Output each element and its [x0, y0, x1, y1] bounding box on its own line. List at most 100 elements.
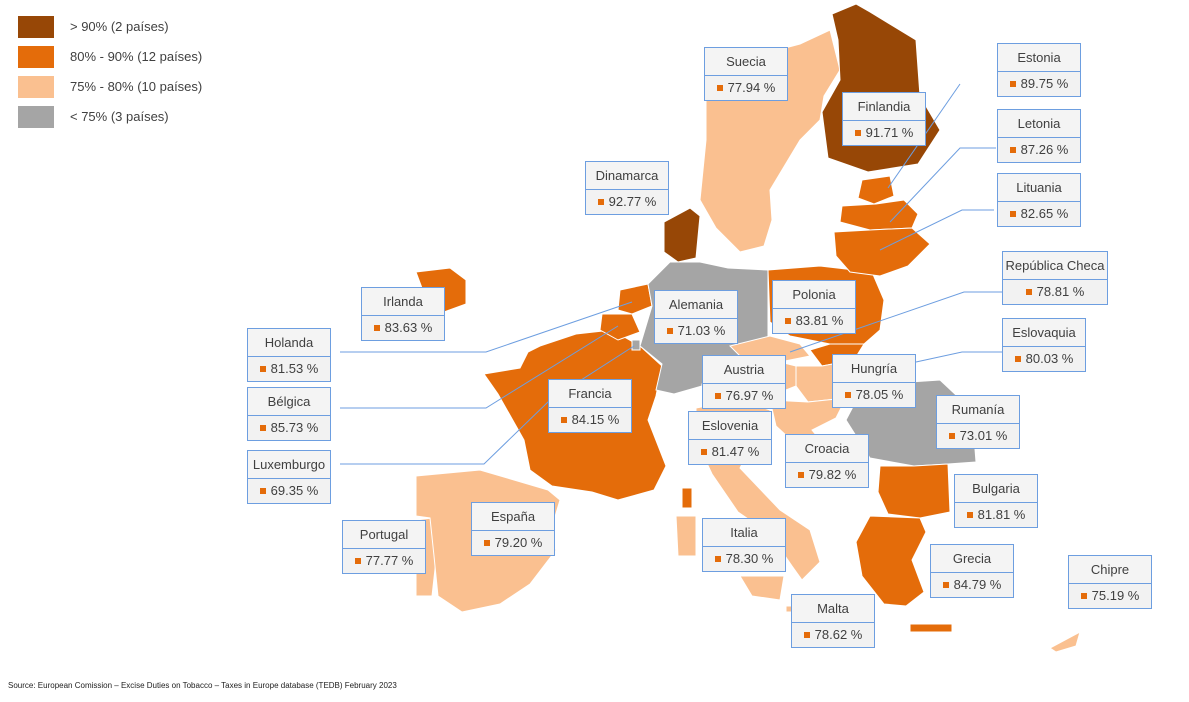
legend-label: < 75% (3 países) — [70, 109, 169, 124]
country-value: 78.81 % — [1036, 284, 1085, 299]
bullet-icon — [716, 84, 723, 91]
bullet-icon — [1009, 210, 1016, 217]
bullet-icon — [354, 557, 361, 564]
label-estonia: Estonia 89.75 % — [997, 43, 1081, 97]
bullet-icon — [373, 324, 380, 331]
bullet-icon — [714, 392, 721, 399]
region-chipre — [1049, 631, 1081, 653]
country-name: Portugal — [343, 521, 425, 549]
bullet-icon — [666, 327, 673, 334]
country-name: Bélgica — [248, 388, 330, 416]
country-value: 81.47 % — [711, 444, 760, 459]
country-name: Italia — [703, 519, 785, 547]
country-name: Malta — [792, 595, 874, 623]
bullet-icon — [1014, 355, 1021, 362]
region-lituania — [833, 227, 931, 277]
bullet-icon — [1025, 288, 1032, 295]
region-belgica — [599, 313, 641, 341]
bullet-icon — [844, 391, 851, 398]
country-name: Bulgaria — [955, 475, 1037, 503]
label-chipre: Chipre 75.19 % — [1068, 555, 1152, 609]
country-name: Hungría — [833, 355, 915, 383]
label-hungria: Hungría 78.05 % — [832, 354, 916, 408]
country-name: Letonia — [998, 110, 1080, 138]
region-letonia — [839, 199, 919, 231]
legend-swatch — [18, 46, 54, 68]
country-name: Eslovaquia — [1003, 319, 1085, 347]
country-value: 87.26 % — [1020, 142, 1069, 157]
country-name: República Checa — [1003, 252, 1107, 280]
leader-lituania — [879, 209, 994, 251]
region-cerdena — [675, 515, 697, 557]
country-name: Lituania — [998, 174, 1080, 202]
legend-label: 80% - 90% (12 países) — [70, 49, 203, 64]
region-sicilia — [739, 575, 785, 601]
country-value: 80.03 % — [1025, 351, 1074, 366]
label-portugal: Portugal 77.77 % — [342, 520, 426, 574]
country-value: 73.01 % — [959, 428, 1008, 443]
label-grecia: Grecia 84.79 % — [930, 544, 1014, 598]
country-value: 75.19 % — [1091, 588, 1140, 603]
country-name: Chipre — [1069, 556, 1151, 584]
bullet-icon — [483, 539, 490, 546]
country-value: 78.30 % — [725, 551, 774, 566]
country-name: Luxemburgo — [248, 451, 330, 479]
label-luxemburgo: Luxemburgo 69.35 % — [247, 450, 331, 504]
bullet-icon — [560, 416, 567, 423]
country-value: 92.77 % — [608, 194, 657, 209]
country-name: Croacia — [786, 435, 868, 463]
country-name: Irlanda — [362, 288, 444, 316]
bullet-icon — [784, 317, 791, 324]
label-rumania: Rumanía 73.01 % — [936, 395, 1020, 449]
country-value: 89.75 % — [1020, 76, 1069, 91]
country-value: 81.81 % — [977, 507, 1026, 522]
legend-label: 75% - 80% (10 países) — [70, 79, 203, 94]
label-finlandia: Finlandia 91.71 % — [842, 92, 926, 146]
country-value: 77.77 % — [365, 553, 414, 568]
label-republica-checa: República Checa 78.81 % — [1002, 251, 1108, 305]
country-value: 77.94 % — [727, 80, 776, 95]
bullet-icon — [714, 555, 721, 562]
country-name: Finlandia — [843, 93, 925, 121]
label-eslovenia: Eslovenia 81.47 % — [688, 411, 772, 465]
bullet-icon — [966, 511, 973, 518]
label-malta: Malta 78.62 % — [791, 594, 875, 648]
country-name: Alemania — [655, 291, 737, 319]
region-dinamarca — [663, 207, 701, 263]
bullet-icon — [942, 581, 949, 588]
bullet-icon — [259, 424, 266, 431]
label-belgica: Bélgica 85.73 % — [247, 387, 331, 441]
bullet-icon — [1080, 592, 1087, 599]
source-note: Source: European Comission – Excise Duti… — [8, 681, 397, 690]
label-bulgaria: Bulgaria 81.81 % — [954, 474, 1038, 528]
region-finlandia — [821, 3, 941, 173]
country-value: 85.73 % — [270, 420, 319, 435]
country-value: 79.82 % — [808, 467, 857, 482]
label-alemania: Alemania 71.03 % — [654, 290, 738, 344]
country-name: Polonia — [773, 281, 855, 309]
bullet-icon — [854, 129, 861, 136]
label-lituania: Lituania 82.65 % — [997, 173, 1081, 227]
leader-letonia — [889, 147, 996, 223]
label-irlanda: Irlanda 83.63 % — [361, 287, 445, 341]
bullet-icon — [259, 487, 266, 494]
bullet-icon — [803, 631, 810, 638]
country-name: Suecia — [705, 48, 787, 76]
country-value: 79.20 % — [494, 535, 543, 550]
bullet-icon — [1009, 80, 1016, 87]
region-holanda — [617, 283, 653, 315]
country-name: Eslovenia — [689, 412, 771, 440]
bullet-icon — [1009, 146, 1016, 153]
label-croacia: Croacia 79.82 % — [785, 434, 869, 488]
region-bulgaria — [877, 463, 951, 519]
leader-holanda — [340, 301, 633, 353]
region-luxemburgo — [631, 339, 641, 351]
country-value: 83.81 % — [795, 313, 844, 328]
legend-swatch — [18, 106, 54, 128]
country-name: Austria — [703, 356, 785, 384]
legend-swatch — [18, 16, 54, 38]
region-croacia — [769, 397, 847, 453]
country-name: Grecia — [931, 545, 1013, 573]
country-value: 71.03 % — [677, 323, 726, 338]
leader-eslovaquia — [915, 351, 1002, 363]
